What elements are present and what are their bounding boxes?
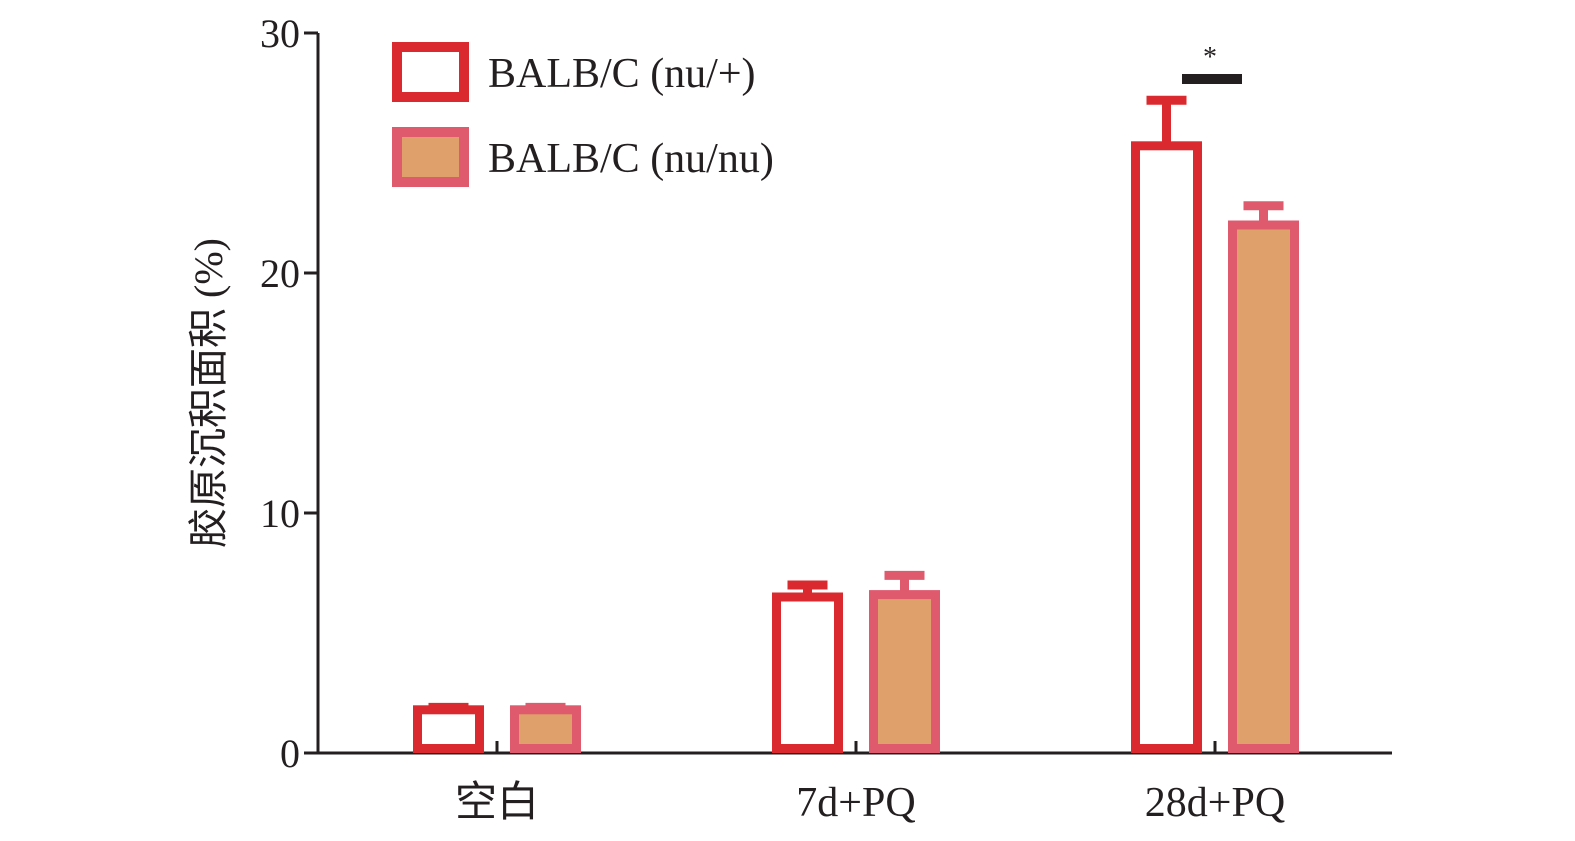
- legend: BALB/C (nu/+) BALB/C (nu/nu): [392, 42, 774, 187]
- legend-label: BALB/C (nu/nu): [488, 136, 774, 182]
- y-tick-label: 30: [260, 11, 300, 56]
- bar: [1228, 220, 1299, 753]
- y-tick-label: 10: [260, 491, 300, 536]
- y-tick-label: 20: [260, 251, 300, 296]
- bar: [510, 705, 581, 753]
- bar: [772, 592, 843, 753]
- y-tick-label: 0: [280, 731, 300, 776]
- x-tick-label: 空白: [455, 779, 539, 826]
- legend-swatch: [392, 42, 469, 102]
- legend-label: BALB/C (nu/+): [488, 51, 756, 97]
- y-axis-label: 胶原沉积面积 (%): [186, 238, 231, 548]
- x-tick-label: 28d+PQ: [1145, 780, 1285, 826]
- bars: *: [413, 42, 1299, 754]
- bar: [413, 705, 484, 753]
- bar: [1131, 141, 1202, 754]
- x-tick-label: 7d+PQ: [796, 780, 915, 826]
- bar: [869, 590, 940, 753]
- legend-swatch: [392, 127, 469, 187]
- axes: 0 10 20 30 空白 7d+PQ 28d+PQ: [260, 11, 1392, 826]
- significance-label: *: [1203, 42, 1217, 73]
